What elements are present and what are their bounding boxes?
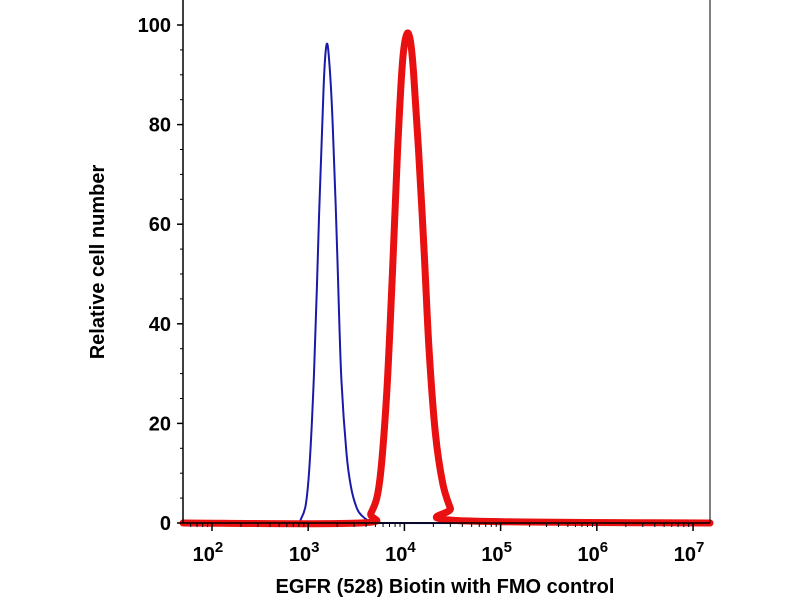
y-axis-label: Relative cell number (87, 165, 109, 360)
y-tick-label-40: 40 (149, 314, 171, 336)
x-tick-label-5: 105 (481, 539, 512, 566)
y-tick-label-60: 60 (149, 214, 171, 236)
y-tick-label-100: 100 (138, 15, 171, 37)
x-tick-label-2: 102 (193, 539, 224, 566)
ticks-layer: 0 20 40 60 80 100 102 103 104 105 106 107 (138, 15, 705, 566)
x-tick-label-4: 104 (385, 539, 416, 566)
x-axis-label: EGFR (528) Biotin with FMO control (276, 576, 615, 598)
y-tick-label-80: 80 (149, 115, 171, 137)
y-tick-label-0: 0 (160, 513, 171, 535)
x-tick-label-7: 107 (674, 539, 705, 566)
series-layer (179, 29, 714, 528)
x-tick-label-3: 103 (289, 539, 320, 566)
axes-layer (182, 0, 711, 524)
series-2-line (179, 29, 714, 528)
x-tick-label-6: 106 (578, 539, 609, 566)
series-1-line (182, 42, 711, 525)
y-tick-label-20: 20 (149, 413, 171, 435)
